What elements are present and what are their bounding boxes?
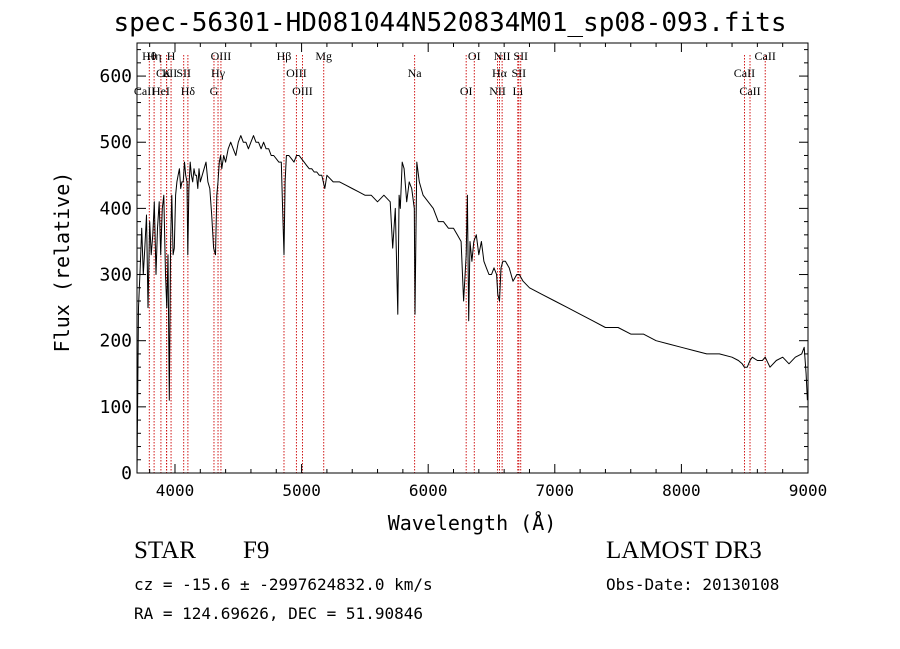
y-tick-label-4: 400 <box>99 198 132 219</box>
plot-frame <box>136 42 809 474</box>
x-axis-label: Wavelength (Å) <box>387 511 557 535</box>
marker-label-8: Hδ <box>181 84 196 98</box>
marker-label-2: CaII <box>134 84 155 98</box>
marker-label-14: OIII <box>292 84 313 98</box>
obs-date: Obs-Date: 20130108 <box>606 575 780 594</box>
marker-label-23: Li <box>512 84 523 98</box>
marker-label-16: Na <box>408 66 423 80</box>
marker-label-11: G <box>210 84 219 98</box>
marker-label-4: K <box>162 66 171 80</box>
marker-label-3: Hη <box>147 49 162 63</box>
coordinates-line: RA = 124.69626, DEC = 51.90846 <box>134 604 423 623</box>
marker-label-27: CaII <box>755 49 776 63</box>
marker-label-17: OI <box>460 84 473 98</box>
marker-label-19: Hα <box>492 66 508 80</box>
x-tick-label-3: 7000 <box>536 481 575 500</box>
y-tick-label-5: 500 <box>99 132 132 153</box>
y-tick-label-3: 300 <box>99 265 132 286</box>
marker-label-5: HeI <box>152 84 170 98</box>
marker-label-1: CaII <box>156 66 177 80</box>
marker-label-7: SII <box>176 66 191 80</box>
x-tick-label-2: 6000 <box>409 481 448 500</box>
marker-label-20: NII <box>489 84 506 98</box>
marker-label-18: OI <box>468 49 481 63</box>
marker-label-15: Mg <box>315 49 332 63</box>
redshift-line: cz = -15.6 ± -2997624832.0 km/s <box>134 575 433 594</box>
spectrum-line <box>136 135 808 474</box>
marker-label-6: H <box>167 49 176 63</box>
y-axis-label: Flux (relative) <box>50 171 74 353</box>
marker-label-22: SII <box>512 66 527 80</box>
y-tick-label-1: 100 <box>99 397 132 418</box>
y-tick-label-2: 200 <box>99 331 132 352</box>
marker-label-26: CaII <box>739 84 760 98</box>
chart-title: spec-56301-HD081044N520834M01_sp08-093.f… <box>113 8 787 38</box>
x-tick-label-0: 4000 <box>156 481 195 500</box>
object-class: STAR <box>134 537 196 564</box>
y-tick-label-0: 0 <box>121 463 132 484</box>
marker-label-24: SII <box>513 49 528 63</box>
survey-name: LAMOST DR3 <box>606 537 762 564</box>
x-tick-label-1: 5000 <box>282 481 321 500</box>
x-tick-label-4: 8000 <box>662 481 701 500</box>
x-tick-label-5: 9000 <box>789 481 828 500</box>
marker-label-10: Hγ <box>211 66 226 80</box>
marker-label-21: NII <box>494 49 511 63</box>
marker-label-9: OIII <box>211 49 232 63</box>
y-tick-label-6: 600 <box>99 66 132 87</box>
marker-label-25: CaII <box>734 66 755 80</box>
marker-label-12: Hβ <box>277 49 292 63</box>
object-subclass: F9 <box>243 537 270 564</box>
marker-label-13: OIII <box>286 66 307 80</box>
marker-label-0: Hθ <box>142 49 157 63</box>
